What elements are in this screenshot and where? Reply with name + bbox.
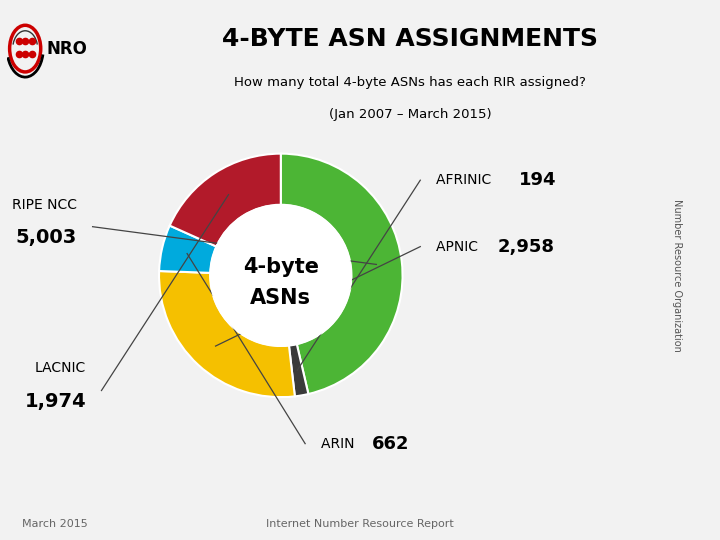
Wedge shape — [281, 154, 402, 394]
Text: LACNIC: LACNIC — [35, 361, 86, 375]
Wedge shape — [289, 344, 308, 396]
Text: Internet Number Resource Report: Internet Number Resource Report — [266, 519, 454, 529]
Text: (Jan 2007 – March 2015): (Jan 2007 – March 2015) — [329, 108, 492, 121]
Wedge shape — [170, 154, 281, 247]
Text: NRO: NRO — [47, 39, 88, 58]
Text: March 2015: March 2015 — [22, 519, 87, 529]
Text: RIPE NCC: RIPE NCC — [12, 198, 77, 212]
Text: APNIC: APNIC — [436, 240, 482, 254]
Text: How many total 4-byte ASNs has each RIR assigned?: How many total 4-byte ASNs has each RIR … — [235, 76, 586, 89]
Circle shape — [210, 205, 351, 346]
Text: ARIN: ARIN — [320, 437, 359, 451]
Text: AFRINIC: AFRINIC — [436, 173, 495, 187]
Text: 194: 194 — [519, 171, 557, 189]
Text: ASNs: ASNs — [251, 287, 311, 308]
Text: 2,958: 2,958 — [498, 238, 555, 255]
Text: 4-BYTE ASN ASSIGNMENTS: 4-BYTE ASN ASSIGNMENTS — [222, 27, 598, 51]
Text: 662: 662 — [372, 435, 410, 453]
Text: Number Resource Organization: Number Resource Organization — [672, 199, 682, 352]
Text: 5,003: 5,003 — [16, 228, 77, 247]
Wedge shape — [159, 226, 216, 273]
Text: 4-byte: 4-byte — [243, 256, 319, 276]
Wedge shape — [159, 271, 295, 397]
Text: 1,974: 1,974 — [24, 392, 86, 411]
